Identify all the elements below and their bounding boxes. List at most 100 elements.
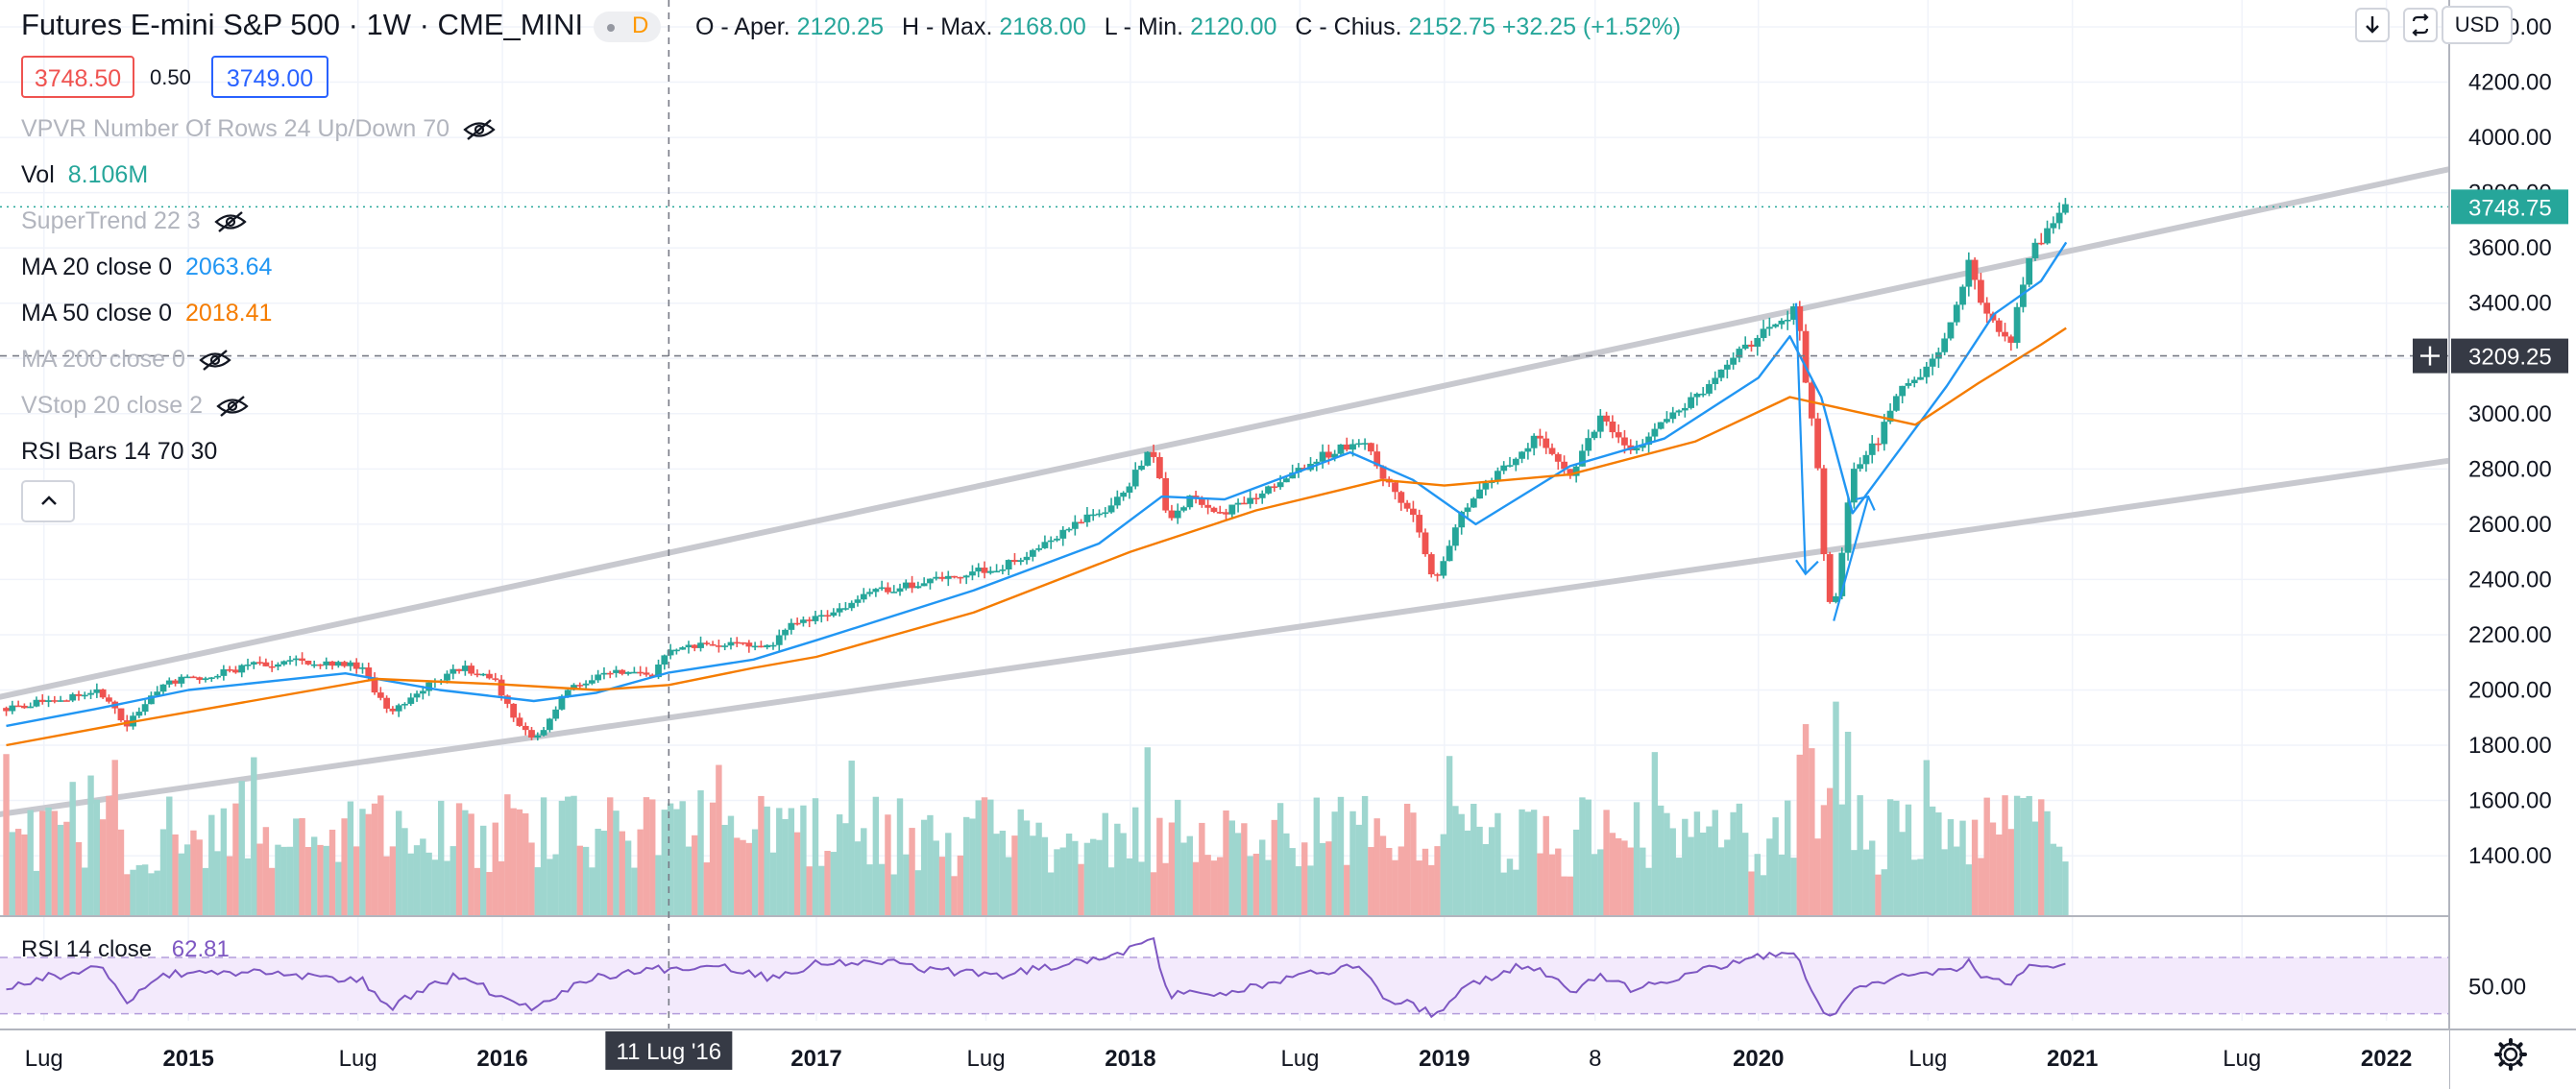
volume-bar	[1241, 823, 1248, 915]
candle-body	[793, 622, 801, 625]
candle-body	[564, 690, 571, 696]
volume-bar	[1054, 849, 1060, 915]
volume-bar	[1434, 846, 1441, 915]
volume-bar	[474, 867, 481, 915]
volume-bar	[619, 831, 626, 915]
indicator-value: 8.106M	[67, 161, 149, 188]
candle-body	[1252, 497, 1260, 500]
candle-body	[486, 673, 493, 679]
candle-body	[1760, 328, 1767, 338]
candle-body	[1826, 554, 1834, 602]
candle-body	[57, 700, 64, 702]
volume-bar	[1283, 833, 1290, 915]
candle-body	[1857, 464, 1864, 470]
volume-bar	[1983, 797, 1990, 915]
ma20-line	[6, 241, 2068, 728]
volume-bar	[1138, 861, 1145, 915]
volume-bar	[896, 798, 904, 915]
scroll-to-latest-button[interactable]	[2355, 8, 2390, 42]
volume-bar	[444, 860, 450, 915]
candle-body	[1524, 448, 1532, 452]
rsi-legend[interactable]: RSI 14 close 62.81	[21, 936, 230, 963]
candle-body	[1078, 521, 1085, 524]
currency-button[interactable]: USD	[2442, 6, 2513, 44]
volume-bar	[1416, 860, 1422, 915]
volume-bar	[1561, 876, 1567, 915]
candle-body	[63, 700, 70, 702]
volume-bar	[769, 852, 777, 915]
eye-crossed-icon[interactable]	[199, 350, 231, 372]
volume-bar	[438, 800, 445, 915]
volume-bar	[1548, 854, 1556, 915]
volume-bar	[1373, 818, 1380, 915]
volume-bar	[1126, 858, 1133, 915]
time-tick-label: 2015	[162, 1046, 213, 1072]
candle-body	[2044, 228, 2051, 244]
autoscale-icon	[2412, 13, 2429, 36]
volume-bar	[2007, 829, 2015, 915]
gear-icon[interactable]	[2491, 1035, 2530, 1074]
candle-body	[854, 599, 862, 603]
low-value: 2120.00	[1190, 13, 1277, 40]
candle-body	[455, 668, 463, 671]
autoscale-button[interactable]	[2403, 8, 2438, 42]
volume-bar	[1386, 847, 1393, 915]
annotation-arrow	[1833, 496, 1870, 621]
candle-body	[661, 655, 668, 665]
indicator-row[interactable]: MA 50 close 0 2018.41	[21, 300, 272, 327]
candle-body	[317, 664, 324, 666]
candle-body	[3, 708, 10, 712]
volume-bar	[890, 874, 897, 915]
volume-bar	[692, 835, 698, 915]
volume-bar	[1717, 847, 1725, 915]
candle-body	[1422, 532, 1429, 555]
volume-bar	[1844, 732, 1852, 915]
candle-body	[1633, 448, 1640, 451]
volume-bar	[401, 828, 408, 915]
volume-bar	[547, 859, 553, 915]
indicator-row[interactable]: VPVR Number Of Rows 24 Up/Down 70	[21, 115, 496, 143]
symbol-title[interactable]: Futures E-mini S&P 500 · 1W · CME_MINI	[21, 8, 584, 41]
eye-crossed-icon[interactable]	[216, 396, 249, 418]
candle-body	[764, 644, 771, 648]
open-value: 2120.25	[796, 13, 884, 40]
volume-bar	[310, 836, 318, 915]
price-tick-label: 2200.00	[2468, 622, 2552, 648]
indicator-row[interactable]: RSI Bars 14 70 30	[21, 438, 217, 466]
sell-price-button[interactable]: 3748.50	[21, 56, 134, 98]
volume-bar	[1344, 864, 1350, 915]
eye-crossed-icon[interactable]	[463, 119, 496, 141]
indicator-row[interactable]: MA 20 close 0 2063.64	[21, 254, 272, 281]
volume-bar	[1011, 835, 1018, 915]
candle-body	[1621, 437, 1628, 446]
candle-body	[1192, 496, 1200, 498]
candle-body	[2055, 212, 2063, 224]
volume-bar	[703, 862, 711, 915]
volume-bar	[716, 764, 722, 915]
candle-body	[106, 697, 112, 702]
volume-bar	[262, 827, 270, 915]
indicator-row[interactable]: SuperTrend 22 3	[21, 207, 247, 235]
candle-body	[806, 619, 814, 621]
volume-bar	[1458, 813, 1465, 915]
volume-bar	[522, 812, 529, 915]
candle-body	[685, 644, 693, 648]
collapse-legend-button[interactable]	[21, 480, 75, 522]
volume-bar	[1627, 847, 1634, 915]
candle-body	[328, 661, 336, 666]
buy-price-button[interactable]: 3749.00	[211, 56, 328, 98]
volume-bar	[848, 761, 855, 915]
candle-body	[788, 622, 795, 630]
indicator-row[interactable]: Vol 8.106M	[21, 161, 148, 189]
indicator-row[interactable]: VStop 20 close 2	[21, 392, 249, 420]
candle-body	[202, 678, 209, 681]
interval-pill[interactable]: D	[594, 12, 661, 42]
volume-bar	[1809, 748, 1815, 915]
price-tick-label: 2600.00	[2468, 512, 2552, 538]
volume-bar	[14, 829, 22, 915]
rsi-line	[6, 936, 2066, 1019]
eye-crossed-icon[interactable]	[214, 211, 247, 233]
indicator-row[interactable]: MA 200 close 0	[21, 346, 231, 374]
candle-body	[613, 669, 620, 673]
